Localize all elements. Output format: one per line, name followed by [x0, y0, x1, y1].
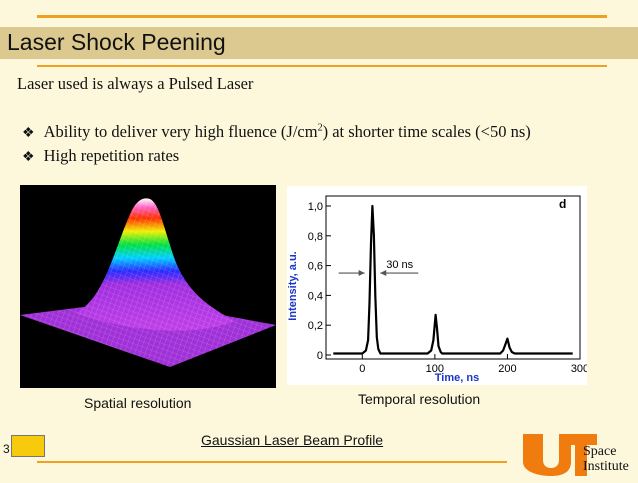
intro-text: Laser used is always a Pulsed Laser — [17, 74, 254, 93]
temporal-caption: Temporal resolution — [358, 391, 481, 407]
ut-logo-icon — [523, 434, 597, 476]
logo-line1: Space — [583, 444, 617, 459]
y-tick-label: 0,4 — [308, 290, 323, 302]
bullet-superscript: 2 — [317, 122, 323, 134]
slide-number-box — [11, 435, 45, 457]
footer-rule — [37, 461, 507, 463]
y-tick-label: 0,6 — [308, 261, 323, 273]
bullet-text-tail: ) at shorter time scales (<50 ns) — [322, 122, 531, 141]
slide-title: Laser Shock Peening — [7, 29, 226, 55]
title-rule — [37, 65, 607, 67]
top-rule — [37, 15, 607, 18]
annotation-arrowhead-right — [380, 270, 387, 277]
gaussian-beam-3d-image — [20, 185, 276, 388]
x-tick-label: 0 — [359, 363, 365, 375]
slide-number: 3 — [3, 442, 10, 456]
bullet-text: Ability to deliver very high fluence (J/… — [43, 122, 318, 141]
bullet-text: High repetition rates — [43, 146, 180, 165]
panel-letter: d — [559, 197, 566, 211]
plot-frame — [325, 195, 581, 360]
spatial-caption: Spatial resolution — [84, 395, 192, 411]
chart-plot: d Intensity, a.u. Time, ns 0 0,2 0,4 0,6 0,8… — [287, 195, 589, 384]
bullet-item: ❖ Ability to deliver very high fluence (J… — [22, 122, 531, 142]
diamond-bullet-icon: ❖ — [22, 150, 35, 165]
y-tick-label: 0 — [317, 350, 323, 362]
bullet-item: ❖ High repetition rates — [22, 146, 179, 166]
series-line — [333, 204, 573, 355]
x-tick-label: 300 — [571, 363, 587, 375]
space-institute-logo: Space Institute — [521, 432, 634, 478]
y-tick-label: 1,0 — [308, 201, 323, 213]
diamond-bullet-icon: ❖ — [22, 126, 35, 141]
pulse-width-annotation: 30 ns — [386, 259, 413, 271]
annotation-arrowhead-left — [358, 270, 365, 277]
logo-line2: Institute — [583, 459, 629, 474]
y-tick-label: 0,2 — [308, 320, 323, 332]
x-tick-label: 100 — [426, 363, 444, 375]
x-axis-label: Time, ns — [435, 372, 479, 384]
y-tick-label: 0,8 — [308, 231, 323, 243]
gaussian-profile-link[interactable]: Gaussian Laser Beam Profile — [201, 432, 384, 448]
x-tick-label: 200 — [498, 363, 516, 375]
y-axis-label: Intensity, a.u. — [287, 251, 299, 320]
title-bar — [0, 27, 638, 59]
temporal-pulse-chart: d Intensity, a.u. Time, ns 0 0,2 0,4 0,6 0,8… — [287, 186, 589, 385]
